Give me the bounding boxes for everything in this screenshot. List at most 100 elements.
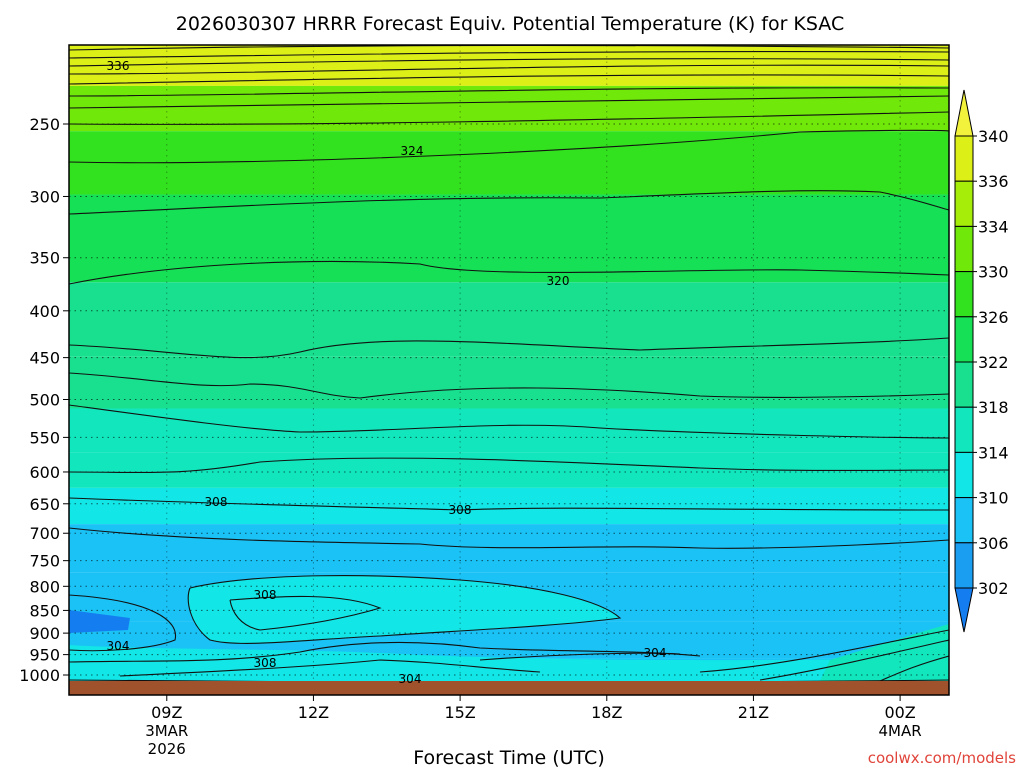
contour-line: [699, 629, 949, 673]
cold-pocket: [69, 610, 130, 633]
grid-lines: [69, 45, 949, 695]
contour-label: 304: [644, 646, 667, 660]
colorbar-label: 322: [978, 353, 1009, 372]
x-tick-label: 15Z: [444, 703, 475, 722]
colorbar-segment: [954, 316, 974, 363]
x-axis-label: Forecast Time (UTC): [413, 747, 604, 768]
contour-label: 336: [107, 59, 130, 73]
contour-line: [69, 497, 949, 511]
y-tick-label: 950: [29, 646, 60, 665]
y-tick-label: 700: [29, 524, 60, 543]
contour-line: [69, 404, 949, 439]
x-tick-label: 12Z: [298, 703, 329, 722]
colorbar-segment: [954, 225, 974, 273]
y-tick-label: 550: [29, 428, 60, 447]
contour-label: 308: [205, 495, 228, 509]
y-tick-label: 900: [29, 624, 60, 643]
plot-area: 336 324 320 308 308 308 304 308 304 304: [69, 45, 949, 695]
contour-line: [69, 594, 177, 652]
y-axis: 250 300 350 400 450 500 550 600 650 700 750 800 850 9…: [19, 115, 69, 685]
contour-line: [119, 659, 541, 677]
y-tick-label: 650: [29, 495, 60, 514]
contour-line: [69, 457, 949, 474]
y-tick-label: 300: [29, 187, 60, 206]
y-tick-label: 750: [29, 552, 60, 571]
colorbar-top-arrow: [954, 89, 974, 137]
y-tick-label: 250: [29, 115, 60, 134]
contour-line: [69, 111, 949, 125]
contour-line: [479, 652, 681, 661]
contour-label: 308: [254, 656, 277, 670]
colorbar-label: 306: [978, 534, 1009, 553]
colorbar-label: 336: [978, 172, 1009, 191]
contour-label: 320: [547, 274, 570, 288]
colorbar-segment: [954, 271, 974, 318]
colorbar-label: 314: [978, 443, 1009, 462]
color-band: [69, 356, 949, 409]
contour-label: 304: [107, 639, 130, 653]
contour-line: [69, 337, 949, 359]
colorbar-segment: [954, 497, 974, 544]
colorbar-segment: [954, 135, 974, 182]
contour-label: 308: [254, 588, 277, 602]
color-band: [69, 194, 949, 283]
colorbar-label: 330: [978, 263, 1009, 282]
x-tick-label: 09Z: [151, 703, 182, 722]
colorbar-segment: [954, 451, 974, 499]
y-tick-label: 500: [29, 391, 60, 410]
x-tick-date-label: 3MAR: [145, 722, 188, 740]
contour-line: [69, 527, 949, 549]
x-tick-label: 00Z: [884, 703, 915, 722]
colorbar-label: 340: [978, 127, 1009, 146]
credit-text: coolwx.com/models: [868, 749, 1016, 767]
contour-line: [69, 372, 949, 399]
color-band: [69, 524, 949, 573]
colorbar-segment: [954, 542, 974, 589]
colorbar-label: 302: [978, 579, 1009, 598]
contour-line: [69, 129, 949, 164]
contour-line: [229, 595, 382, 631]
y-tick-label: 1000: [19, 666, 60, 685]
y-tick-label: 450: [29, 349, 60, 368]
plot-frame: [68, 44, 950, 696]
chart-title: 2026030307 HRRR Forecast Equiv. Potentia…: [176, 13, 845, 35]
colorbar-segment: [954, 406, 974, 453]
contour-line: [759, 639, 949, 681]
y-tick-label: 600: [29, 463, 60, 482]
colorbar-segment: [954, 180, 974, 227]
x-tick-date-label: 4MAR: [879, 722, 922, 740]
ground-surface: [69, 681, 949, 695]
contour-line: [69, 641, 701, 663]
colorbar-label: 326: [978, 308, 1009, 327]
color-band: [69, 408, 949, 453]
surface-warm-layer-east: [820, 624, 949, 681]
color-band: [69, 487, 949, 525]
contour-line: [879, 655, 949, 682]
contour-line: [69, 260, 949, 285]
y-tick-label: 850: [29, 601, 60, 620]
contour-line: [187, 575, 622, 644]
colorbar-segment: [954, 361, 974, 408]
contour-label: 308: [449, 503, 472, 517]
colorbar-bottom-arrow: [954, 587, 974, 633]
color-band: [69, 131, 949, 195]
y-tick-label: 800: [29, 577, 60, 596]
x-tick-label: 21Z: [738, 703, 769, 722]
contour-line: [69, 74, 949, 85]
contour-labels: 336 324 320 308 308 308 304 308 304 304: [107, 59, 667, 686]
x-tick-label: 18Z: [591, 703, 622, 722]
contour-label: 324: [401, 144, 424, 158]
y-tick-label: 350: [29, 249, 60, 268]
low-level-pockets: [69, 575, 949, 681]
contour-line: [69, 50, 949, 59]
y-tick-label: 400: [29, 302, 60, 321]
colorbar-label: 334: [978, 217, 1009, 236]
contour-line: [69, 64, 949, 75]
colorbar-label: 318: [978, 398, 1009, 417]
contour-line: [69, 190, 949, 215]
contour-line: [69, 87, 949, 97]
color-band: [69, 282, 949, 357]
contour-line: [69, 58, 949, 67]
